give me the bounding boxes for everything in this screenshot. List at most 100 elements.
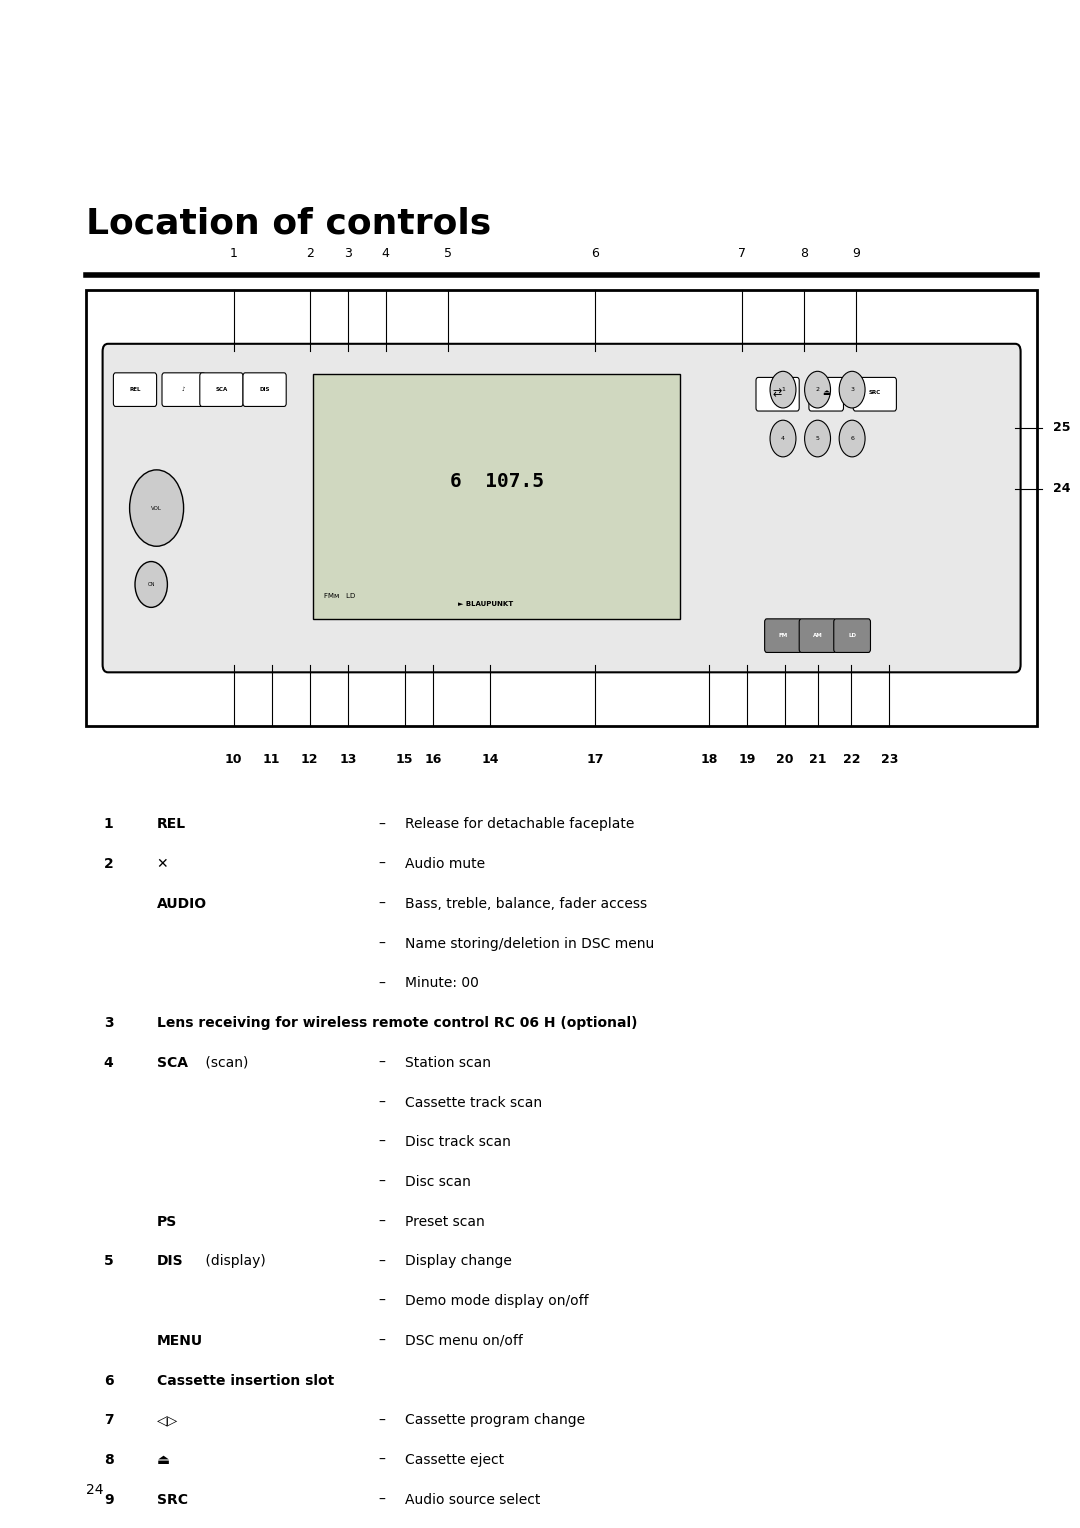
FancyBboxPatch shape bbox=[765, 619, 801, 652]
Text: FM: FM bbox=[779, 633, 787, 639]
Text: Bass, treble, balance, fader access: Bass, treble, balance, fader access bbox=[405, 897, 647, 911]
Text: 9: 9 bbox=[104, 1493, 113, 1507]
Text: REL: REL bbox=[157, 817, 186, 831]
Text: ⏏: ⏏ bbox=[157, 1453, 170, 1467]
Text: 14: 14 bbox=[482, 753, 499, 767]
Text: Cassette eject: Cassette eject bbox=[405, 1453, 504, 1467]
Text: –: – bbox=[378, 817, 384, 831]
Text: 18: 18 bbox=[700, 753, 717, 767]
FancyBboxPatch shape bbox=[834, 619, 870, 652]
Text: ⏏: ⏏ bbox=[822, 388, 831, 397]
Text: –: – bbox=[378, 1056, 384, 1070]
Text: –: – bbox=[378, 1294, 384, 1308]
Text: (scan): (scan) bbox=[201, 1056, 248, 1070]
Text: –: – bbox=[378, 857, 384, 871]
Text: 5: 5 bbox=[815, 435, 820, 442]
Text: 1: 1 bbox=[230, 246, 238, 260]
Text: –: – bbox=[378, 1413, 384, 1427]
Text: Name storing/deletion in DSC menu: Name storing/deletion in DSC menu bbox=[405, 937, 654, 950]
Text: Location of controls: Location of controls bbox=[86, 206, 491, 240]
Text: 2: 2 bbox=[306, 246, 313, 260]
Text: 6: 6 bbox=[104, 1374, 113, 1387]
Text: 8: 8 bbox=[800, 246, 808, 260]
Text: –: – bbox=[378, 1135, 384, 1149]
Text: 13: 13 bbox=[339, 753, 356, 767]
Text: Preset scan: Preset scan bbox=[405, 1215, 485, 1229]
FancyBboxPatch shape bbox=[853, 377, 896, 411]
Text: 7: 7 bbox=[104, 1413, 113, 1427]
Circle shape bbox=[805, 371, 831, 408]
Text: 16: 16 bbox=[424, 753, 442, 767]
Text: 1: 1 bbox=[104, 817, 113, 831]
FancyBboxPatch shape bbox=[103, 344, 1021, 672]
Text: FMᴍ     LD: FMᴍ LD bbox=[324, 593, 355, 599]
Text: 23: 23 bbox=[881, 753, 899, 767]
Text: 4: 4 bbox=[781, 435, 785, 442]
Text: 17: 17 bbox=[586, 753, 604, 767]
Text: 2: 2 bbox=[104, 857, 113, 871]
Text: 25: 25 bbox=[1053, 422, 1070, 434]
FancyBboxPatch shape bbox=[162, 373, 205, 406]
Text: Disc track scan: Disc track scan bbox=[405, 1135, 511, 1149]
FancyBboxPatch shape bbox=[809, 377, 843, 411]
Text: 5: 5 bbox=[104, 1254, 113, 1268]
FancyBboxPatch shape bbox=[243, 373, 286, 406]
FancyBboxPatch shape bbox=[200, 373, 243, 406]
Circle shape bbox=[839, 420, 865, 457]
Text: 24: 24 bbox=[86, 1484, 104, 1497]
Text: ► BLAUPUNKT: ► BLAUPUNKT bbox=[458, 601, 514, 607]
Text: 15: 15 bbox=[396, 753, 414, 767]
Text: Cassette track scan: Cassette track scan bbox=[405, 1096, 542, 1109]
Text: ♪: ♪ bbox=[181, 387, 186, 393]
Circle shape bbox=[770, 371, 796, 408]
FancyBboxPatch shape bbox=[113, 373, 157, 406]
Text: –: – bbox=[378, 976, 384, 990]
Text: 12: 12 bbox=[301, 753, 319, 767]
Circle shape bbox=[130, 471, 184, 547]
Text: DIS: DIS bbox=[157, 1254, 184, 1268]
Circle shape bbox=[839, 371, 865, 408]
Text: AM: AM bbox=[812, 633, 823, 639]
Text: 7: 7 bbox=[738, 246, 746, 260]
Text: DSC menu on/off: DSC menu on/off bbox=[405, 1334, 523, 1348]
Text: –: – bbox=[378, 1334, 384, 1348]
Circle shape bbox=[805, 420, 831, 457]
Bar bbox=[86, 290, 1037, 726]
Text: PS: PS bbox=[157, 1215, 177, 1229]
Text: –: – bbox=[378, 1215, 384, 1229]
FancyBboxPatch shape bbox=[799, 619, 836, 652]
Text: VOL: VOL bbox=[151, 506, 162, 510]
Text: MENU: MENU bbox=[157, 1334, 203, 1348]
Text: 3: 3 bbox=[104, 1016, 113, 1030]
Bar bbox=[313, 374, 680, 619]
Text: –: – bbox=[378, 1175, 384, 1189]
Text: SRC: SRC bbox=[157, 1493, 188, 1507]
Text: ✕: ✕ bbox=[157, 857, 168, 871]
Text: 11: 11 bbox=[262, 753, 281, 767]
Text: 9: 9 bbox=[852, 246, 860, 260]
Text: Disc scan: Disc scan bbox=[405, 1175, 471, 1189]
Text: 4: 4 bbox=[382, 246, 390, 260]
Text: Audio source select: Audio source select bbox=[405, 1493, 540, 1507]
Text: –: – bbox=[378, 1493, 384, 1507]
Text: Station scan: Station scan bbox=[405, 1056, 491, 1070]
Text: –: – bbox=[378, 1096, 384, 1109]
Text: 19: 19 bbox=[739, 753, 756, 767]
Text: SCA: SCA bbox=[157, 1056, 188, 1070]
Text: DIS: DIS bbox=[259, 387, 270, 393]
Text: (display): (display) bbox=[201, 1254, 266, 1268]
Circle shape bbox=[770, 420, 796, 457]
Text: 1: 1 bbox=[781, 387, 785, 393]
Text: 2: 2 bbox=[815, 387, 820, 393]
Text: Release for detachable faceplate: Release for detachable faceplate bbox=[405, 817, 634, 831]
Text: 3: 3 bbox=[343, 246, 352, 260]
Text: 10: 10 bbox=[225, 753, 243, 767]
Text: Minute: 00: Minute: 00 bbox=[405, 976, 478, 990]
Text: –: – bbox=[378, 1254, 384, 1268]
Text: REL: REL bbox=[130, 387, 140, 393]
Text: Audio mute: Audio mute bbox=[405, 857, 485, 871]
Text: 6: 6 bbox=[850, 435, 854, 442]
Text: 24: 24 bbox=[1053, 483, 1070, 495]
Text: 5: 5 bbox=[444, 246, 451, 260]
Text: AUDIO: AUDIO bbox=[157, 897, 206, 911]
